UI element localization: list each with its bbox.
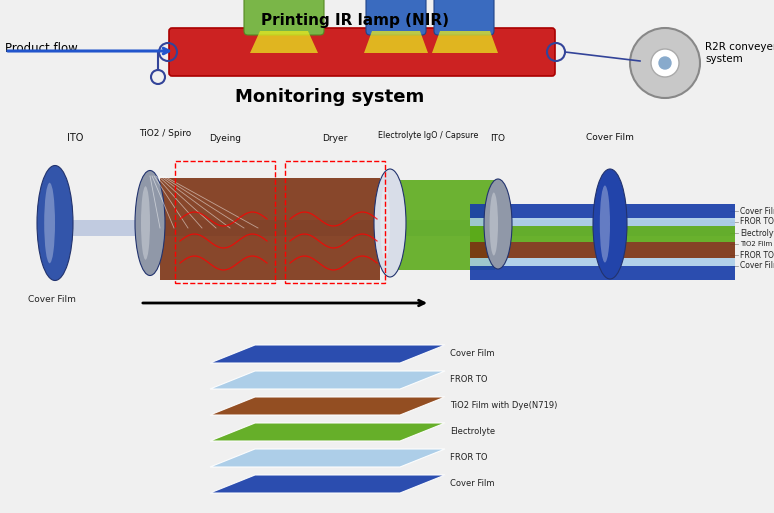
Polygon shape bbox=[210, 475, 445, 493]
Ellipse shape bbox=[380, 185, 390, 261]
FancyBboxPatch shape bbox=[470, 204, 735, 218]
FancyBboxPatch shape bbox=[366, 0, 426, 35]
Text: FROR TO: FROR TO bbox=[740, 250, 774, 260]
Text: Dryer: Dryer bbox=[322, 134, 348, 143]
Polygon shape bbox=[210, 423, 445, 441]
Ellipse shape bbox=[374, 169, 406, 277]
FancyBboxPatch shape bbox=[160, 178, 380, 280]
Text: R2R conveyer
system: R2R conveyer system bbox=[705, 42, 774, 64]
Text: Cover Film: Cover Film bbox=[450, 349, 495, 359]
Text: Product flow: Product flow bbox=[5, 42, 77, 54]
Polygon shape bbox=[210, 371, 445, 389]
Text: TiO2 Film with Dye(N719): TiO2 Film with Dye(N719) bbox=[450, 402, 557, 410]
Ellipse shape bbox=[490, 192, 498, 255]
FancyBboxPatch shape bbox=[470, 218, 735, 226]
Text: ITO: ITO bbox=[67, 133, 83, 143]
Text: Cover Film: Cover Film bbox=[450, 480, 495, 488]
Ellipse shape bbox=[593, 169, 627, 279]
Circle shape bbox=[659, 57, 671, 69]
Ellipse shape bbox=[44, 183, 55, 263]
FancyBboxPatch shape bbox=[244, 0, 324, 35]
FancyBboxPatch shape bbox=[45, 220, 735, 236]
Polygon shape bbox=[210, 345, 445, 363]
Ellipse shape bbox=[600, 186, 610, 263]
Text: Dyeing: Dyeing bbox=[209, 134, 241, 143]
Text: Cover Film: Cover Film bbox=[28, 295, 76, 304]
Text: Cover Film: Cover Film bbox=[586, 133, 634, 142]
Ellipse shape bbox=[141, 186, 150, 260]
FancyBboxPatch shape bbox=[385, 180, 495, 270]
Text: Cover Film: Cover Film bbox=[740, 262, 774, 270]
FancyBboxPatch shape bbox=[434, 0, 494, 35]
Text: TiO2 Film with Dye(N719): TiO2 Film with Dye(N719) bbox=[740, 241, 774, 247]
Ellipse shape bbox=[484, 179, 512, 269]
Text: Monitoring system: Monitoring system bbox=[235, 88, 425, 106]
Circle shape bbox=[651, 49, 679, 77]
FancyBboxPatch shape bbox=[169, 28, 555, 76]
FancyBboxPatch shape bbox=[470, 226, 735, 242]
Text: Printing IR lamp (NIR): Printing IR lamp (NIR) bbox=[261, 13, 449, 28]
FancyBboxPatch shape bbox=[470, 258, 735, 266]
Text: FROR TO: FROR TO bbox=[740, 218, 774, 227]
Polygon shape bbox=[432, 31, 498, 53]
Text: ITO: ITO bbox=[491, 134, 505, 143]
Circle shape bbox=[630, 28, 700, 98]
Text: Electrolyte: Electrolyte bbox=[450, 427, 495, 437]
FancyBboxPatch shape bbox=[470, 266, 735, 280]
Ellipse shape bbox=[135, 170, 165, 275]
Text: TiO2 / Spiro: TiO2 / Spiro bbox=[139, 129, 191, 138]
Text: Electrolyte IgO / Capsure: Electrolyte IgO / Capsure bbox=[378, 131, 478, 140]
Text: Electrolyte: Electrolyte bbox=[740, 228, 774, 238]
Text: Cover Film: Cover Film bbox=[740, 207, 774, 215]
Polygon shape bbox=[210, 397, 445, 415]
Ellipse shape bbox=[37, 166, 73, 281]
FancyBboxPatch shape bbox=[470, 242, 735, 258]
Polygon shape bbox=[364, 31, 428, 53]
Text: FROR TO: FROR TO bbox=[450, 453, 488, 463]
Text: FROR TO: FROR TO bbox=[450, 376, 488, 385]
Polygon shape bbox=[250, 31, 318, 53]
Polygon shape bbox=[210, 449, 445, 467]
